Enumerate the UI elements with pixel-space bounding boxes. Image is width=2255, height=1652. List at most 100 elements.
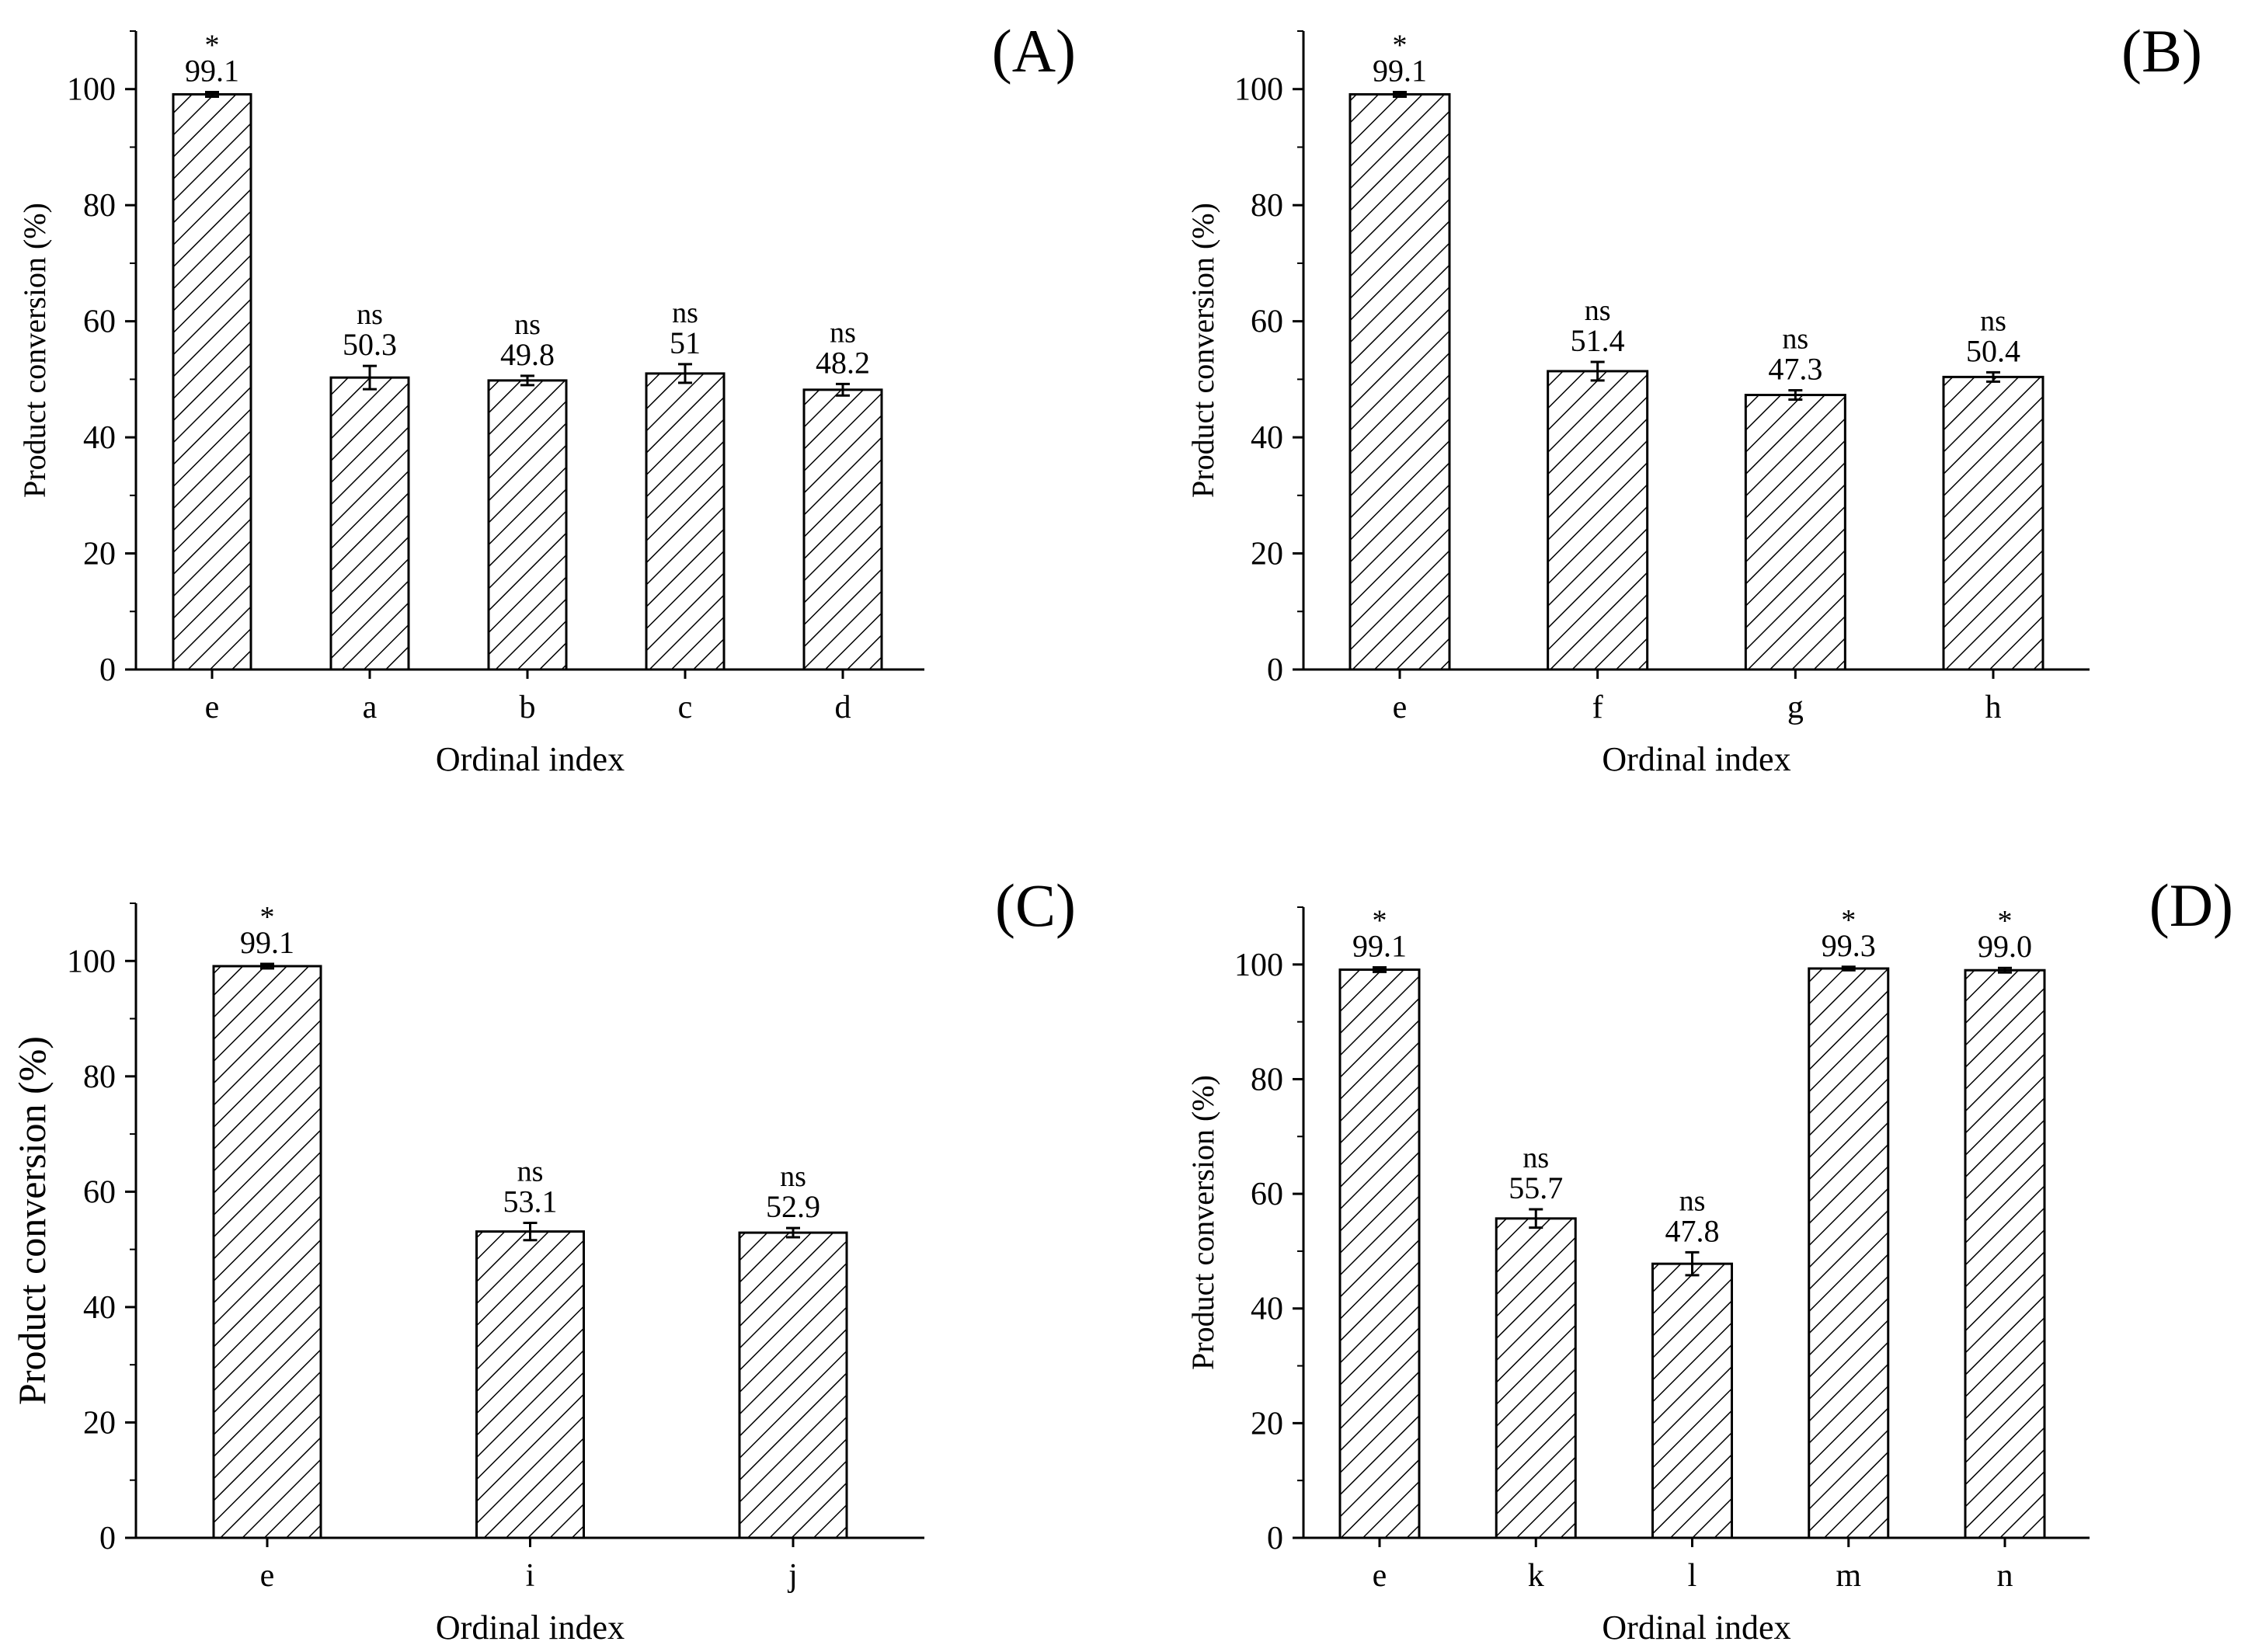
bar-m [1808,967,1890,1539]
x-tick-label-e: e [1393,690,1408,725]
bar-h [1942,375,2044,671]
data-label-n: 99.0 [1978,929,2032,964]
bar-d [802,388,883,671]
data-label-e: 99.1 [185,53,239,88]
chart-panel-c: 02040608010099.1*e53.1nsi52.9nsjOrdinal … [10,871,1076,1647]
data-label-m: 99.3 [1822,928,1876,963]
data-label-h: 50.4 [1966,333,2020,368]
significance-label-k: ns [1522,1142,1549,1174]
bar-a [329,376,410,671]
chart-panel-b: 02040608010099.1*e51.4nsf47.3nsg50.4nshO… [1185,17,2202,778]
y-tick-label: 60 [1251,1177,1283,1212]
data-label-e: 99.1 [1373,53,1427,88]
x-axis-title: Ordinal index [436,740,625,778]
bar-e [172,92,252,671]
bar-l [1651,1262,1733,1539]
data-label-e: 99.1 [1352,929,1407,964]
y-tick-label: 0 [99,652,116,688]
x-tick-label-k: k [1528,1558,1544,1594]
y-tick-label: 0 [1267,652,1283,688]
x-tick-label-d: d [835,690,851,725]
panel-label: (B) [2121,17,2202,85]
significance-label-j: ns [780,1160,806,1193]
significance-label-d: ns [830,316,856,349]
significance-label-h: ns [1980,304,2006,337]
y-axis-title: Product conversion (%) [17,203,52,498]
x-axis-title: Ordinal index [1602,740,1790,778]
data-label-g: 47.3 [1768,352,1822,387]
y-tick-label: 20 [83,1405,116,1441]
y-tick-label: 0 [1267,1521,1283,1556]
y-tick-label: 20 [1251,1406,1283,1442]
panel-label: (A) [992,17,1076,85]
bar-b [487,379,568,671]
panel-label: (D) [2149,871,2233,939]
y-tick-label: 60 [83,304,116,340]
y-tick-label: 100 [1234,72,1283,108]
data-label-a: 50.3 [343,327,397,362]
panel-label: (C) [995,871,1076,939]
y-tick-label: 80 [1251,188,1283,224]
y-tick-label: 100 [67,944,116,979]
significance-label-i: ns [517,1155,544,1188]
data-label-f: 51.4 [1571,323,1625,358]
x-axis-title: Ordinal index [1602,1609,1790,1647]
x-tick-label-h: h [1985,690,2002,725]
y-tick-label: 80 [83,1059,116,1095]
y-axis-title: Product conversion (%) [1185,1075,1220,1370]
y-tick-label: 60 [1251,304,1283,340]
y-tick-label: 40 [83,420,116,456]
data-label-d: 48.2 [816,345,870,380]
x-tick-label-f: f [1592,690,1603,725]
data-label-k: 55.7 [1509,1170,1563,1205]
y-tick-label: 20 [83,537,116,572]
y-tick-label: 20 [1251,537,1283,572]
significance-label-b: ns [514,308,541,341]
chart-panel-a: 02040608010099.1*e50.3nsa49.8nsb51nsc48.… [17,17,1076,778]
x-tick-label-e: e [205,690,220,725]
x-tick-label-j: j [787,1558,798,1594]
significance-label-a: ns [357,298,383,331]
y-tick-label: 40 [1251,1292,1283,1327]
data-label-j: 52.9 [766,1189,820,1224]
y-axis-title: Product conversion (%) [1185,203,1220,498]
chart-panel-d: 02040608010099.1*e55.7nsk47.8nsl99.3*m99… [1185,871,2233,1647]
y-tick-label: 40 [83,1290,116,1326]
significance-label-e: * [205,29,220,61]
bar-e [212,965,322,1539]
x-tick-label-a: a [363,690,378,725]
y-axis-title: Product conversion (%) [10,1036,54,1405]
significance-label-c: ns [672,297,698,329]
bar-f [1547,370,1649,671]
bar-i [475,1230,585,1539]
data-label-i: 53.1 [503,1184,558,1219]
bar-e [1338,968,1421,1539]
bar-j [738,1231,848,1539]
data-label-l: 47.8 [1665,1213,1720,1248]
data-label-c: 51 [670,325,701,360]
x-tick-label-l: l [1688,1558,1697,1594]
x-tick-label-i: i [526,1558,535,1594]
significance-label-e: * [1393,29,1408,61]
y-tick-label: 100 [67,72,116,108]
significance-label-g: ns [1782,323,1808,356]
x-tick-label-c: c [678,690,693,725]
significance-label-l: ns [1679,1184,1706,1217]
y-tick-label: 40 [1251,420,1283,456]
data-label-b: 49.8 [500,337,555,372]
bar-g [1744,394,1846,671]
x-tick-label-e: e [260,1558,275,1594]
y-tick-label: 60 [83,1174,116,1210]
x-tick-label-g: g [1787,690,1804,725]
data-label-e: 99.1 [240,925,294,960]
bar-e [1348,92,1451,671]
x-tick-label-e: e [1373,1558,1387,1594]
significance-label-m: * [1841,904,1856,937]
bar-c [645,372,726,671]
x-tick-label-m: m [1836,1558,1861,1594]
significance-label-n: * [1998,905,2013,937]
significance-label-f: ns [1585,294,1611,327]
y-tick-label: 100 [1234,948,1283,983]
x-tick-label-b: b [520,690,536,725]
